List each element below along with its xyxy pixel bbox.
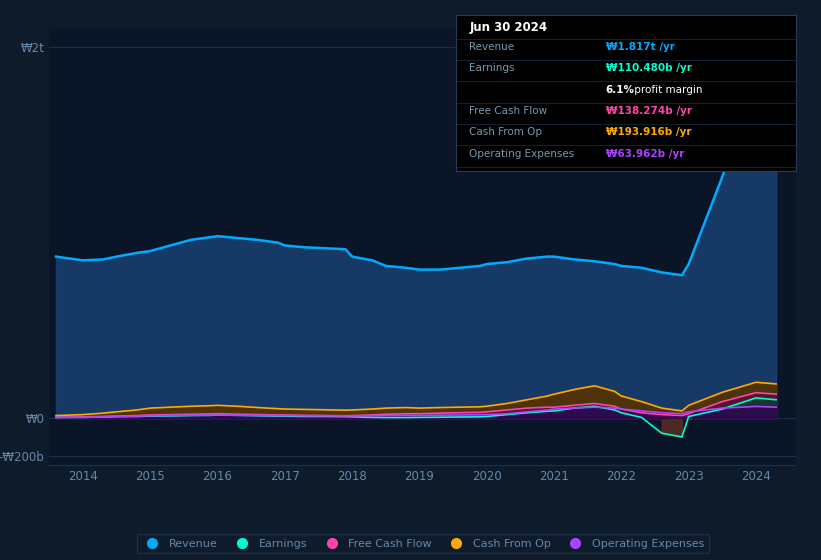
Text: Free Cash Flow: Free Cash Flow xyxy=(470,106,548,116)
Text: ₩138.274b /yr: ₩138.274b /yr xyxy=(606,106,691,116)
Text: ₩1.817t /yr: ₩1.817t /yr xyxy=(606,42,674,52)
Text: ₩193.916b /yr: ₩193.916b /yr xyxy=(606,128,691,137)
Text: profit margin: profit margin xyxy=(631,85,703,95)
Text: Cash From Op: Cash From Op xyxy=(470,128,543,137)
Text: Revenue: Revenue xyxy=(470,42,515,52)
Text: Operating Expenses: Operating Expenses xyxy=(470,149,575,158)
Text: Jun 30 2024: Jun 30 2024 xyxy=(470,21,548,34)
Text: ₩63.962b /yr: ₩63.962b /yr xyxy=(606,149,684,158)
Text: ₩110.480b /yr: ₩110.480b /yr xyxy=(606,63,691,73)
Legend: Revenue, Earnings, Free Cash Flow, Cash From Op, Operating Expenses: Revenue, Earnings, Free Cash Flow, Cash … xyxy=(137,534,709,553)
Text: Earnings: Earnings xyxy=(470,63,515,73)
Text: 6.1%: 6.1% xyxy=(606,85,635,95)
